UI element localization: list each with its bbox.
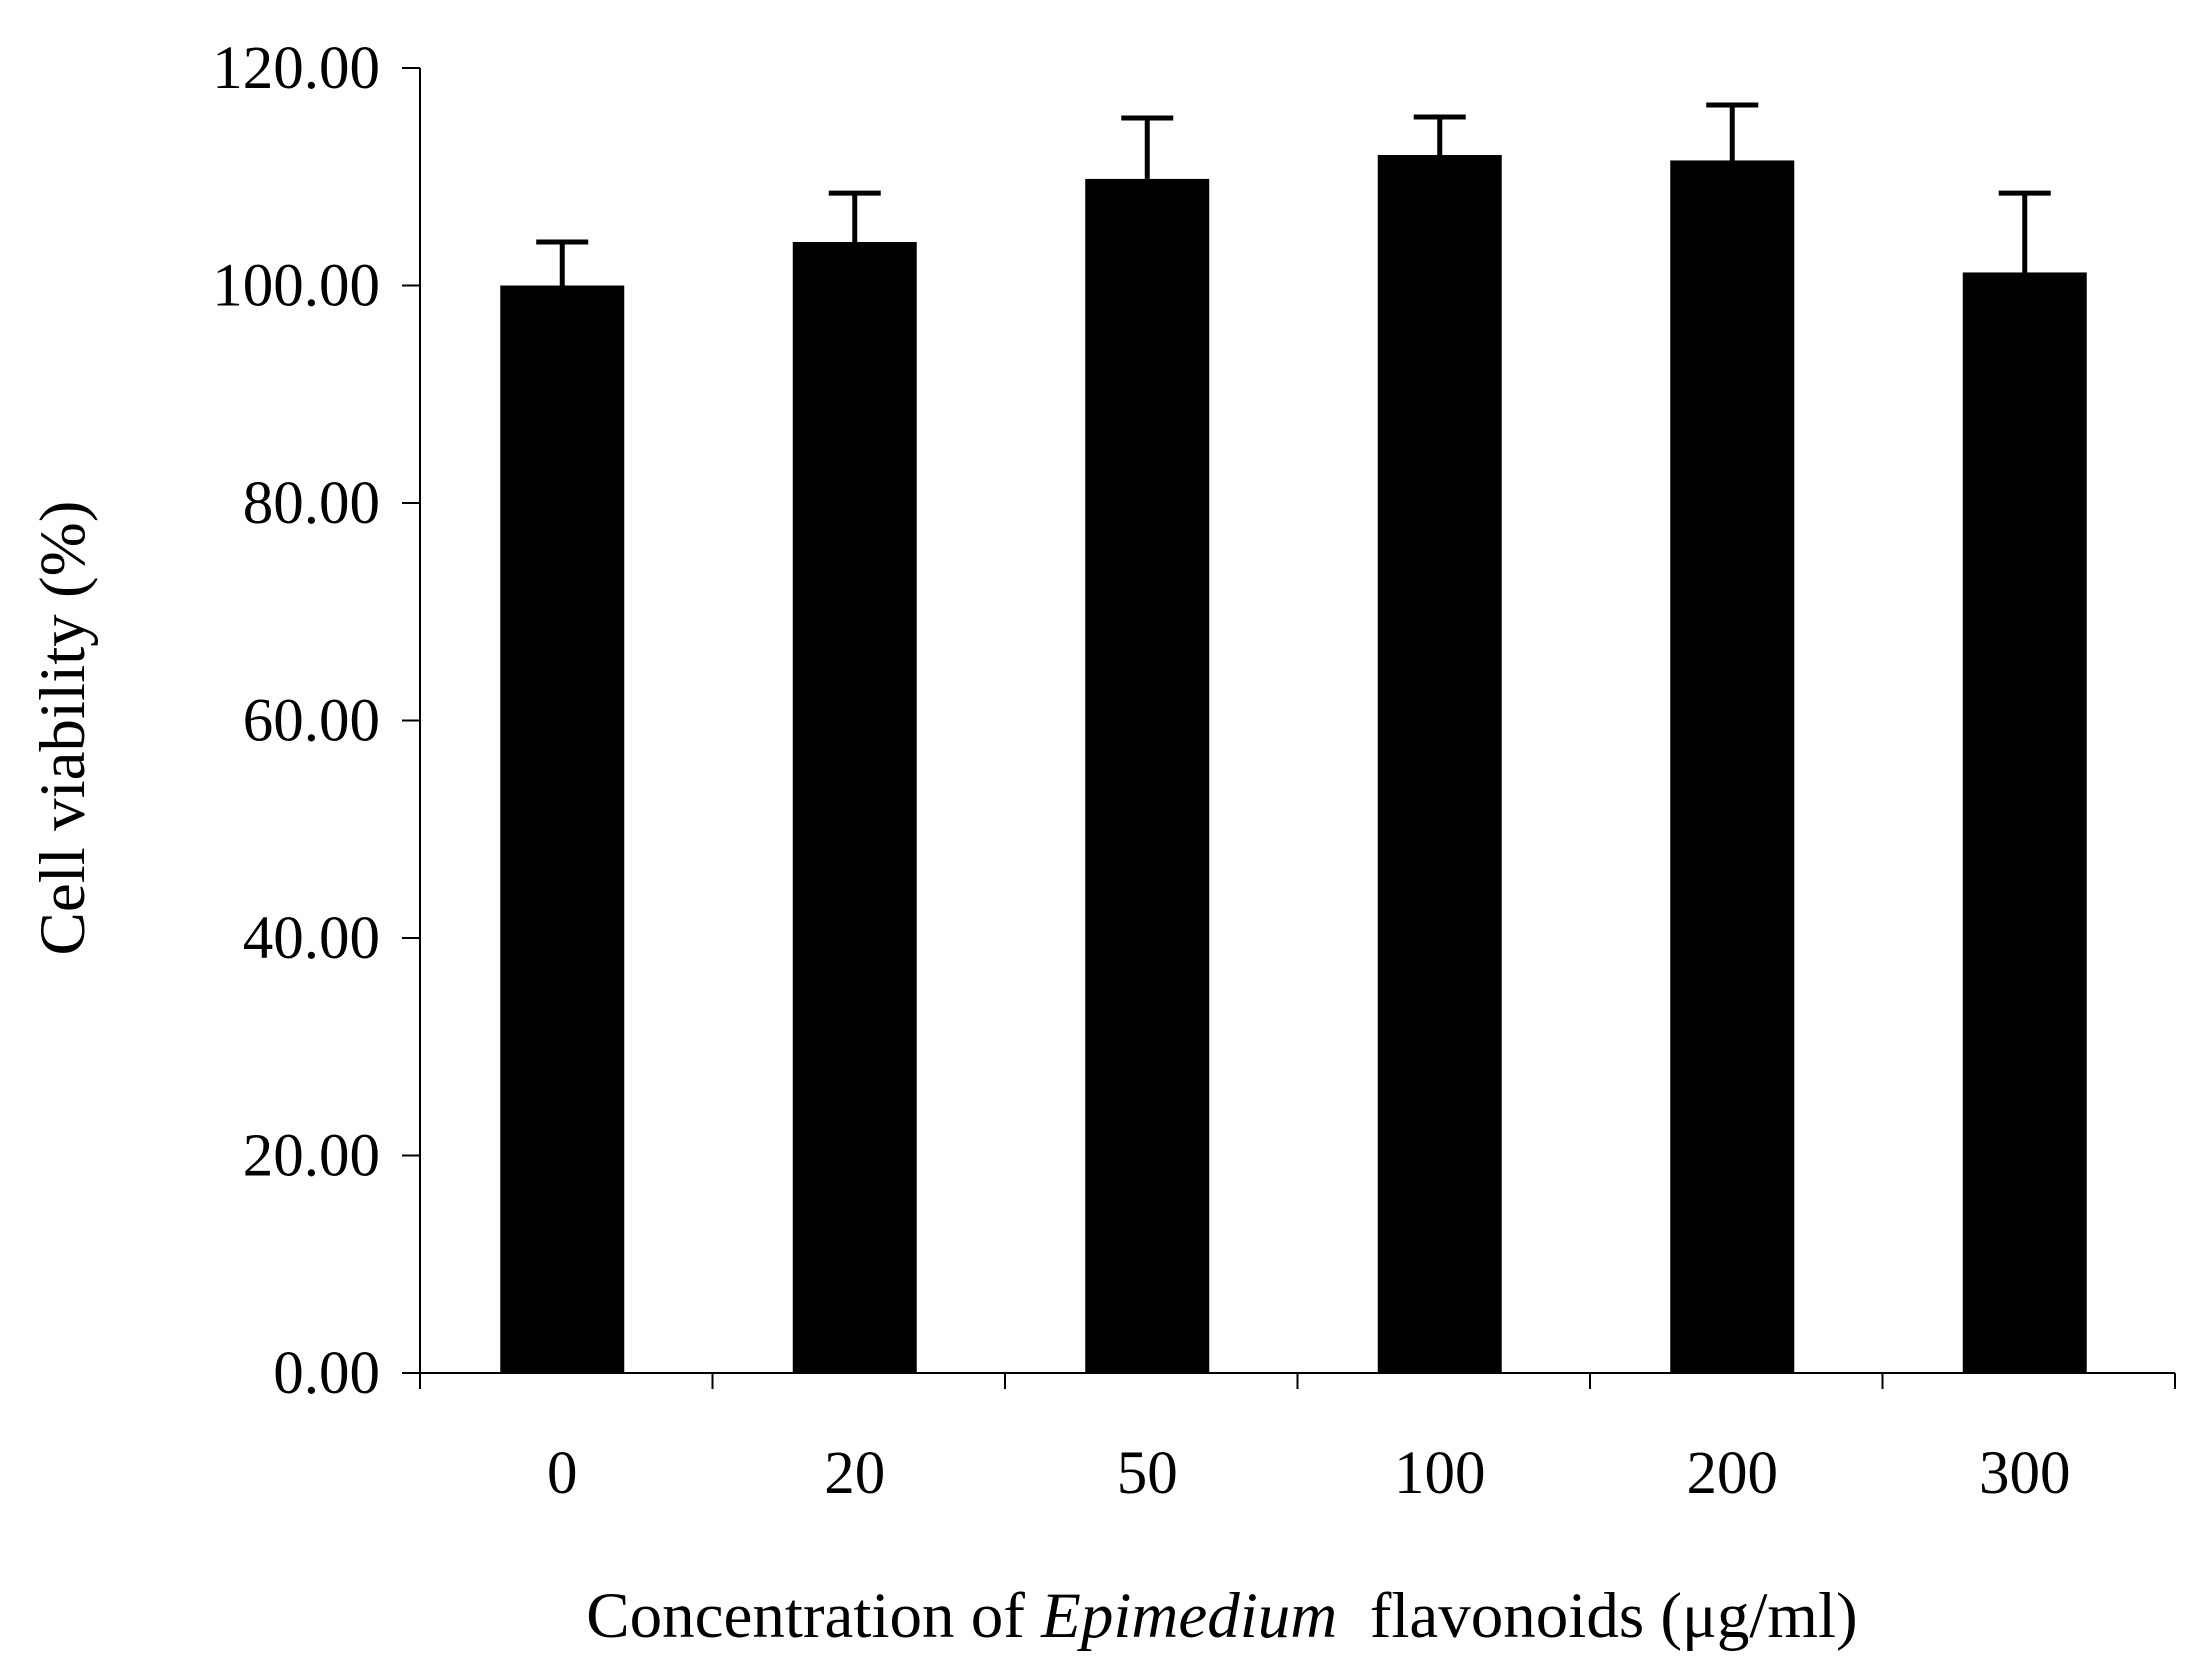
x-tick-label: 200 bbox=[1687, 1440, 1779, 1507]
y-axis-title: Cell viability (%) bbox=[27, 501, 99, 956]
x-axis-title-italic: Epimedium bbox=[1040, 1580, 1337, 1652]
bar bbox=[792, 242, 917, 1373]
y-tick-label: 20.00 bbox=[243, 1123, 380, 1190]
error-bars bbox=[536, 102, 2051, 286]
x-axis-title-part-1: Concentration of bbox=[586, 1580, 1041, 1652]
x-tick-label: 100 bbox=[1394, 1440, 1486, 1507]
y-tick-label: 120.00 bbox=[212, 35, 380, 102]
y-tick-label: 40.00 bbox=[243, 905, 380, 972]
x-tick-label: 50 bbox=[1117, 1440, 1178, 1507]
bar bbox=[1085, 178, 1210, 1373]
x-axis-title: Concentration of Epimedium flavonoids (μ… bbox=[586, 1580, 1857, 1652]
x-tick-labels: 0 20 50 100 200 300 bbox=[547, 1440, 2071, 1507]
y-tick-label: 100.00 bbox=[212, 253, 380, 320]
x-tick-label: 20 bbox=[824, 1440, 885, 1507]
x-tick-label: 0 bbox=[547, 1440, 578, 1507]
y-tick-label: 0.00 bbox=[273, 1340, 380, 1407]
x-axis bbox=[402, 1372, 2176, 1389]
y-axis: 0.00 20.00 40.00 60.00 80.00 100.00 120.00 bbox=[212, 35, 421, 1407]
y-tick-label: 60.00 bbox=[243, 688, 380, 755]
y-tick-label: 80.00 bbox=[243, 470, 380, 537]
x-axis-title-part-3: flavonoids (μg/ml) bbox=[1337, 1580, 1857, 1652]
bar bbox=[1670, 160, 1795, 1373]
x-tick-label: 300 bbox=[1979, 1440, 2071, 1507]
bar bbox=[1377, 155, 1502, 1373]
bars bbox=[500, 155, 2087, 1374]
bar bbox=[500, 285, 625, 1373]
bar bbox=[1962, 272, 2087, 1374]
